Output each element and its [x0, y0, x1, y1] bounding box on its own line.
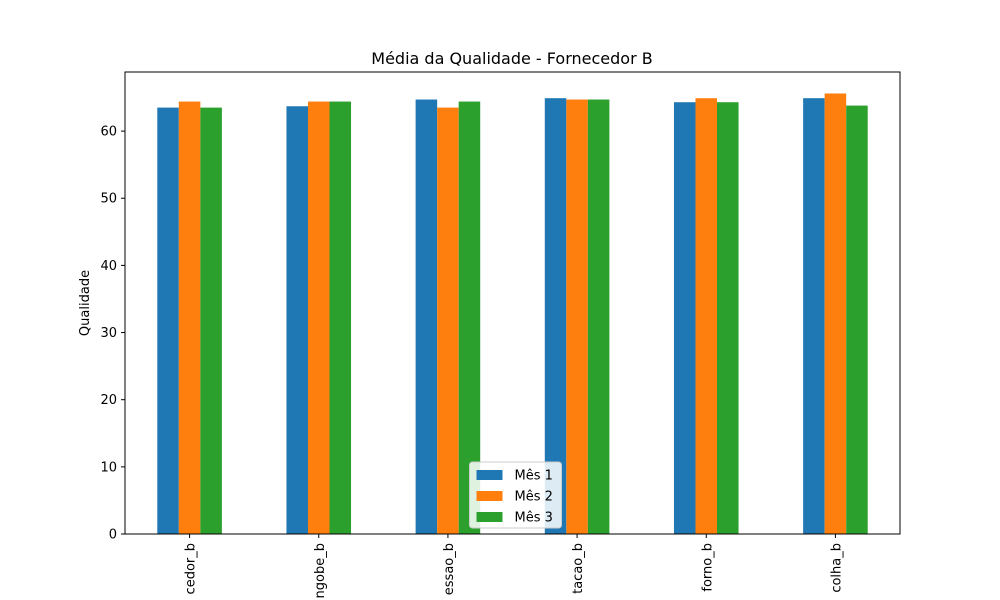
bar-series-3-cat-3 — [458, 101, 481, 535]
y-tick-label: 0 — [109, 528, 117, 543]
bar-series-3-cat-6 — [846, 105, 868, 534]
plot-frame — [124, 71, 901, 535]
x-tick-label: essao_b — [442, 543, 457, 595]
x-tick-label: ngobe_b — [313, 543, 328, 598]
legend-swatch-1 — [476, 470, 503, 480]
axes-layer: 0 10 20 30 40 50 60 cedor_b ngobe_b essao_b tacao_… — [100, 71, 901, 598]
bars-layer — [157, 93, 868, 535]
bar-series-3-cat-2 — [329, 101, 352, 535]
bar-series-3-cat-4 — [587, 99, 610, 534]
bar-series-2-cat-1 — [178, 101, 201, 535]
y-tick-label: 20 — [100, 393, 117, 408]
x-tick-label: cedor_b — [184, 543, 199, 594]
y-tick-label: 30 — [100, 326, 117, 341]
bar-series-1-cat-6 — [803, 98, 825, 534]
x-tick-label: colha_b — [829, 543, 844, 593]
legend-label-3: Mês 3 — [515, 511, 553, 526]
bar-series-1-cat-3 — [415, 99, 438, 534]
chart-title: Média da Qualidade - Fornecedor B — [371, 49, 652, 68]
bar-series-3-cat-1 — [200, 107, 222, 534]
y-tick-label: 40 — [100, 259, 117, 274]
legend: Mês 1 Mês 2 Mês 3 — [469, 461, 562, 529]
bar-series-1-cat-2 — [286, 106, 308, 534]
legend-label-1: Mês 1 — [515, 469, 553, 484]
legend-label-2: Mês 2 — [515, 490, 553, 505]
y-tick-label: 10 — [100, 460, 117, 475]
bar-series-1-cat-1 — [157, 107, 179, 534]
x-tick-label: forno_b — [700, 543, 715, 592]
bar-series-1-cat-5 — [673, 102, 696, 534]
bar-series-2-cat-6 — [824, 93, 847, 535]
x-tick-label: tacao_b — [571, 543, 586, 594]
bar-series-2-cat-2 — [307, 101, 330, 535]
bar-series-2-cat-5 — [695, 98, 718, 534]
bar-series-2-cat-3 — [437, 107, 459, 534]
legend-swatch-2 — [476, 491, 503, 501]
y-axis-label: Qualidade — [78, 270, 93, 336]
y-tick-label: 50 — [100, 192, 117, 207]
bar-series-1-cat-4 — [544, 98, 567, 534]
y-tick-label: 60 — [100, 125, 117, 140]
legend-swatch-3 — [476, 512, 503, 522]
bar-series-3-cat-5 — [717, 102, 739, 534]
bar-series-2-cat-4 — [566, 99, 588, 534]
